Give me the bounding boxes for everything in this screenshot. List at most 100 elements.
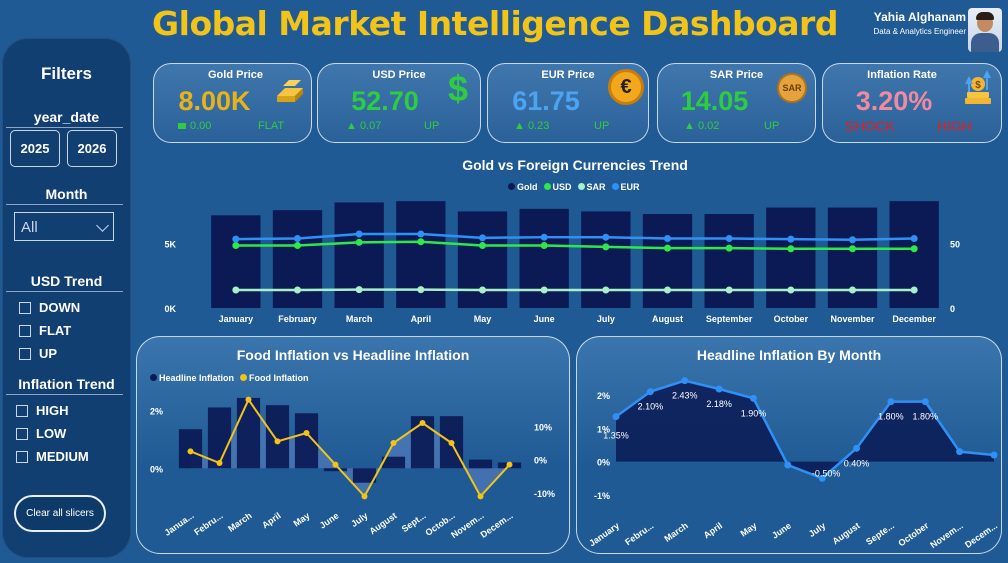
sar-price-card: SAR Price 14.05 ▲ 0.02 UP SAR [657,63,816,143]
x-tick-label: Febru... [623,520,655,547]
inflation-rate-value: 3.20% [855,86,933,116]
headline-area [616,380,994,479]
x-tick-label: Novem... [449,510,485,540]
data-label: 2.18% [706,399,732,409]
x-tick-label: September [706,314,753,324]
x-tick-label: January [219,314,254,324]
month-slicer-label: Month [45,186,88,202]
x-tick-label: October [896,520,930,548]
headline-point [681,377,689,385]
usd-point [602,243,610,251]
x-tick-label: May [474,314,492,324]
headline-point [715,385,723,393]
legend-gold: Gold [508,182,538,192]
headline-point [784,461,792,469]
x-tick-label: July [597,314,615,324]
food-inflation-point [245,396,252,403]
checkbox[interactable] [16,450,28,463]
checkbox[interactable] [19,347,31,360]
x-tick-label: April [260,510,283,530]
usd-trend-option-down[interactable]: DOWN [19,300,80,315]
inflation-trend-option-medium[interactable]: MEDIUM [16,449,89,464]
eur-point [787,235,795,243]
usd-line [235,240,915,251]
inflation-rate-label: Inflation Rate [867,69,937,81]
inflation-trend-option-low[interactable]: LOW [16,426,66,441]
usd-point [540,242,548,250]
month-dropdown-value: All [21,219,38,236]
gold-price-change: 0.00 [178,120,211,132]
food-inflation-point [477,493,484,500]
usd-point [725,244,733,252]
eur-line [235,232,915,242]
month-dropdown[interactable]: All [14,212,114,241]
usd-point [787,245,795,253]
checkbox[interactable] [16,404,28,417]
gold-price-label: Gold Price [208,69,264,81]
checkbox[interactable] [19,324,31,337]
data-label: 1.80% [913,412,939,422]
food-inflation-point [274,438,281,445]
usd-trend-option-up[interactable]: UP [19,346,57,361]
data-label: 1.35% [603,431,629,441]
checkbox[interactable] [16,427,28,440]
headline-point [818,474,826,482]
clear-all-slicers-button[interactable]: Clear all slicers [14,495,106,532]
sar-point [232,286,240,294]
gold-bar [704,214,754,308]
usd-price-card: USD Price 52.70 ▲ 0.07 UP $ [317,63,481,143]
inflation-level: HIGH [937,118,972,134]
chevron-down-icon [96,219,109,232]
y-tick-label: 1% [597,424,610,434]
sar-point [787,286,795,294]
eur-point [232,235,240,243]
sar-point [355,286,363,294]
usd-point [294,242,301,250]
checkbox[interactable] [19,301,31,314]
y-left-tick-label: 0K [164,304,176,314]
y-left-tick-label: 0% [150,464,163,474]
sar-price-value: 14.05 [680,86,749,116]
headline-point [646,388,654,396]
headline-point [853,444,861,452]
gold-bar [581,211,631,308]
eur-point [540,233,548,241]
food-vs-headline-legend: Headline Inflation Food Inflation [150,373,309,383]
usd-trend-option-flat[interactable]: FLAT [19,323,71,338]
eur-point [725,234,733,242]
user-info: Yahia Alghanam Data & Analytics Engineer [874,10,967,36]
headline-bar [381,456,406,469]
data-label: -0.50% [812,468,841,478]
gold-price-trend: FLAT [258,120,285,132]
eur-point [849,236,856,244]
headline-bar [323,468,348,472]
legend-headline-inflation: Headline Inflation [150,373,234,383]
sar-price-change: ▲ 0.02 [684,120,720,132]
y-tick-label: 2% [597,391,610,401]
food-vs-headline-chart: 2% 0% 10% 0% -10% Janua...Febru... March April M… [150,396,555,540]
y-left-tick-label: 5K [164,240,176,250]
eur-price-change: ▲ 0.23 [514,120,550,132]
headline-bar [207,407,232,469]
svg-text:$: $ [975,80,981,91]
x-tick-label: Decem... [479,510,515,539]
legend-sar: SAR [577,182,606,192]
eur-price-card: EUR Price 61.75 ▲ 0.23 UP € [487,63,649,143]
x-tick-label: March [346,314,373,324]
year-2025-button[interactable]: 2025 [10,130,60,167]
x-tick-label: August [368,510,399,536]
eur-point [664,234,671,242]
headline-bar [236,397,261,469]
x-tick-label: January [587,520,621,548]
inflation-trend-label: Inflation Trend [18,376,115,392]
usd-point [232,242,240,250]
gold-price-value: 8.00K [178,86,251,116]
y-right-tick-label: 0 [950,304,955,314]
inflation-trend-option-high[interactable]: HIGH [16,403,69,418]
headline-bar [294,413,319,469]
headline-bar [265,405,290,469]
year-2026-button[interactable]: 2026 [67,130,117,167]
usd-price-value: 52.70 [351,86,419,116]
gold-vs-currencies-chart: 5K 0K 50 0 January February March April May June J… [164,201,960,324]
y-right-tick-label: 50 [950,240,960,250]
